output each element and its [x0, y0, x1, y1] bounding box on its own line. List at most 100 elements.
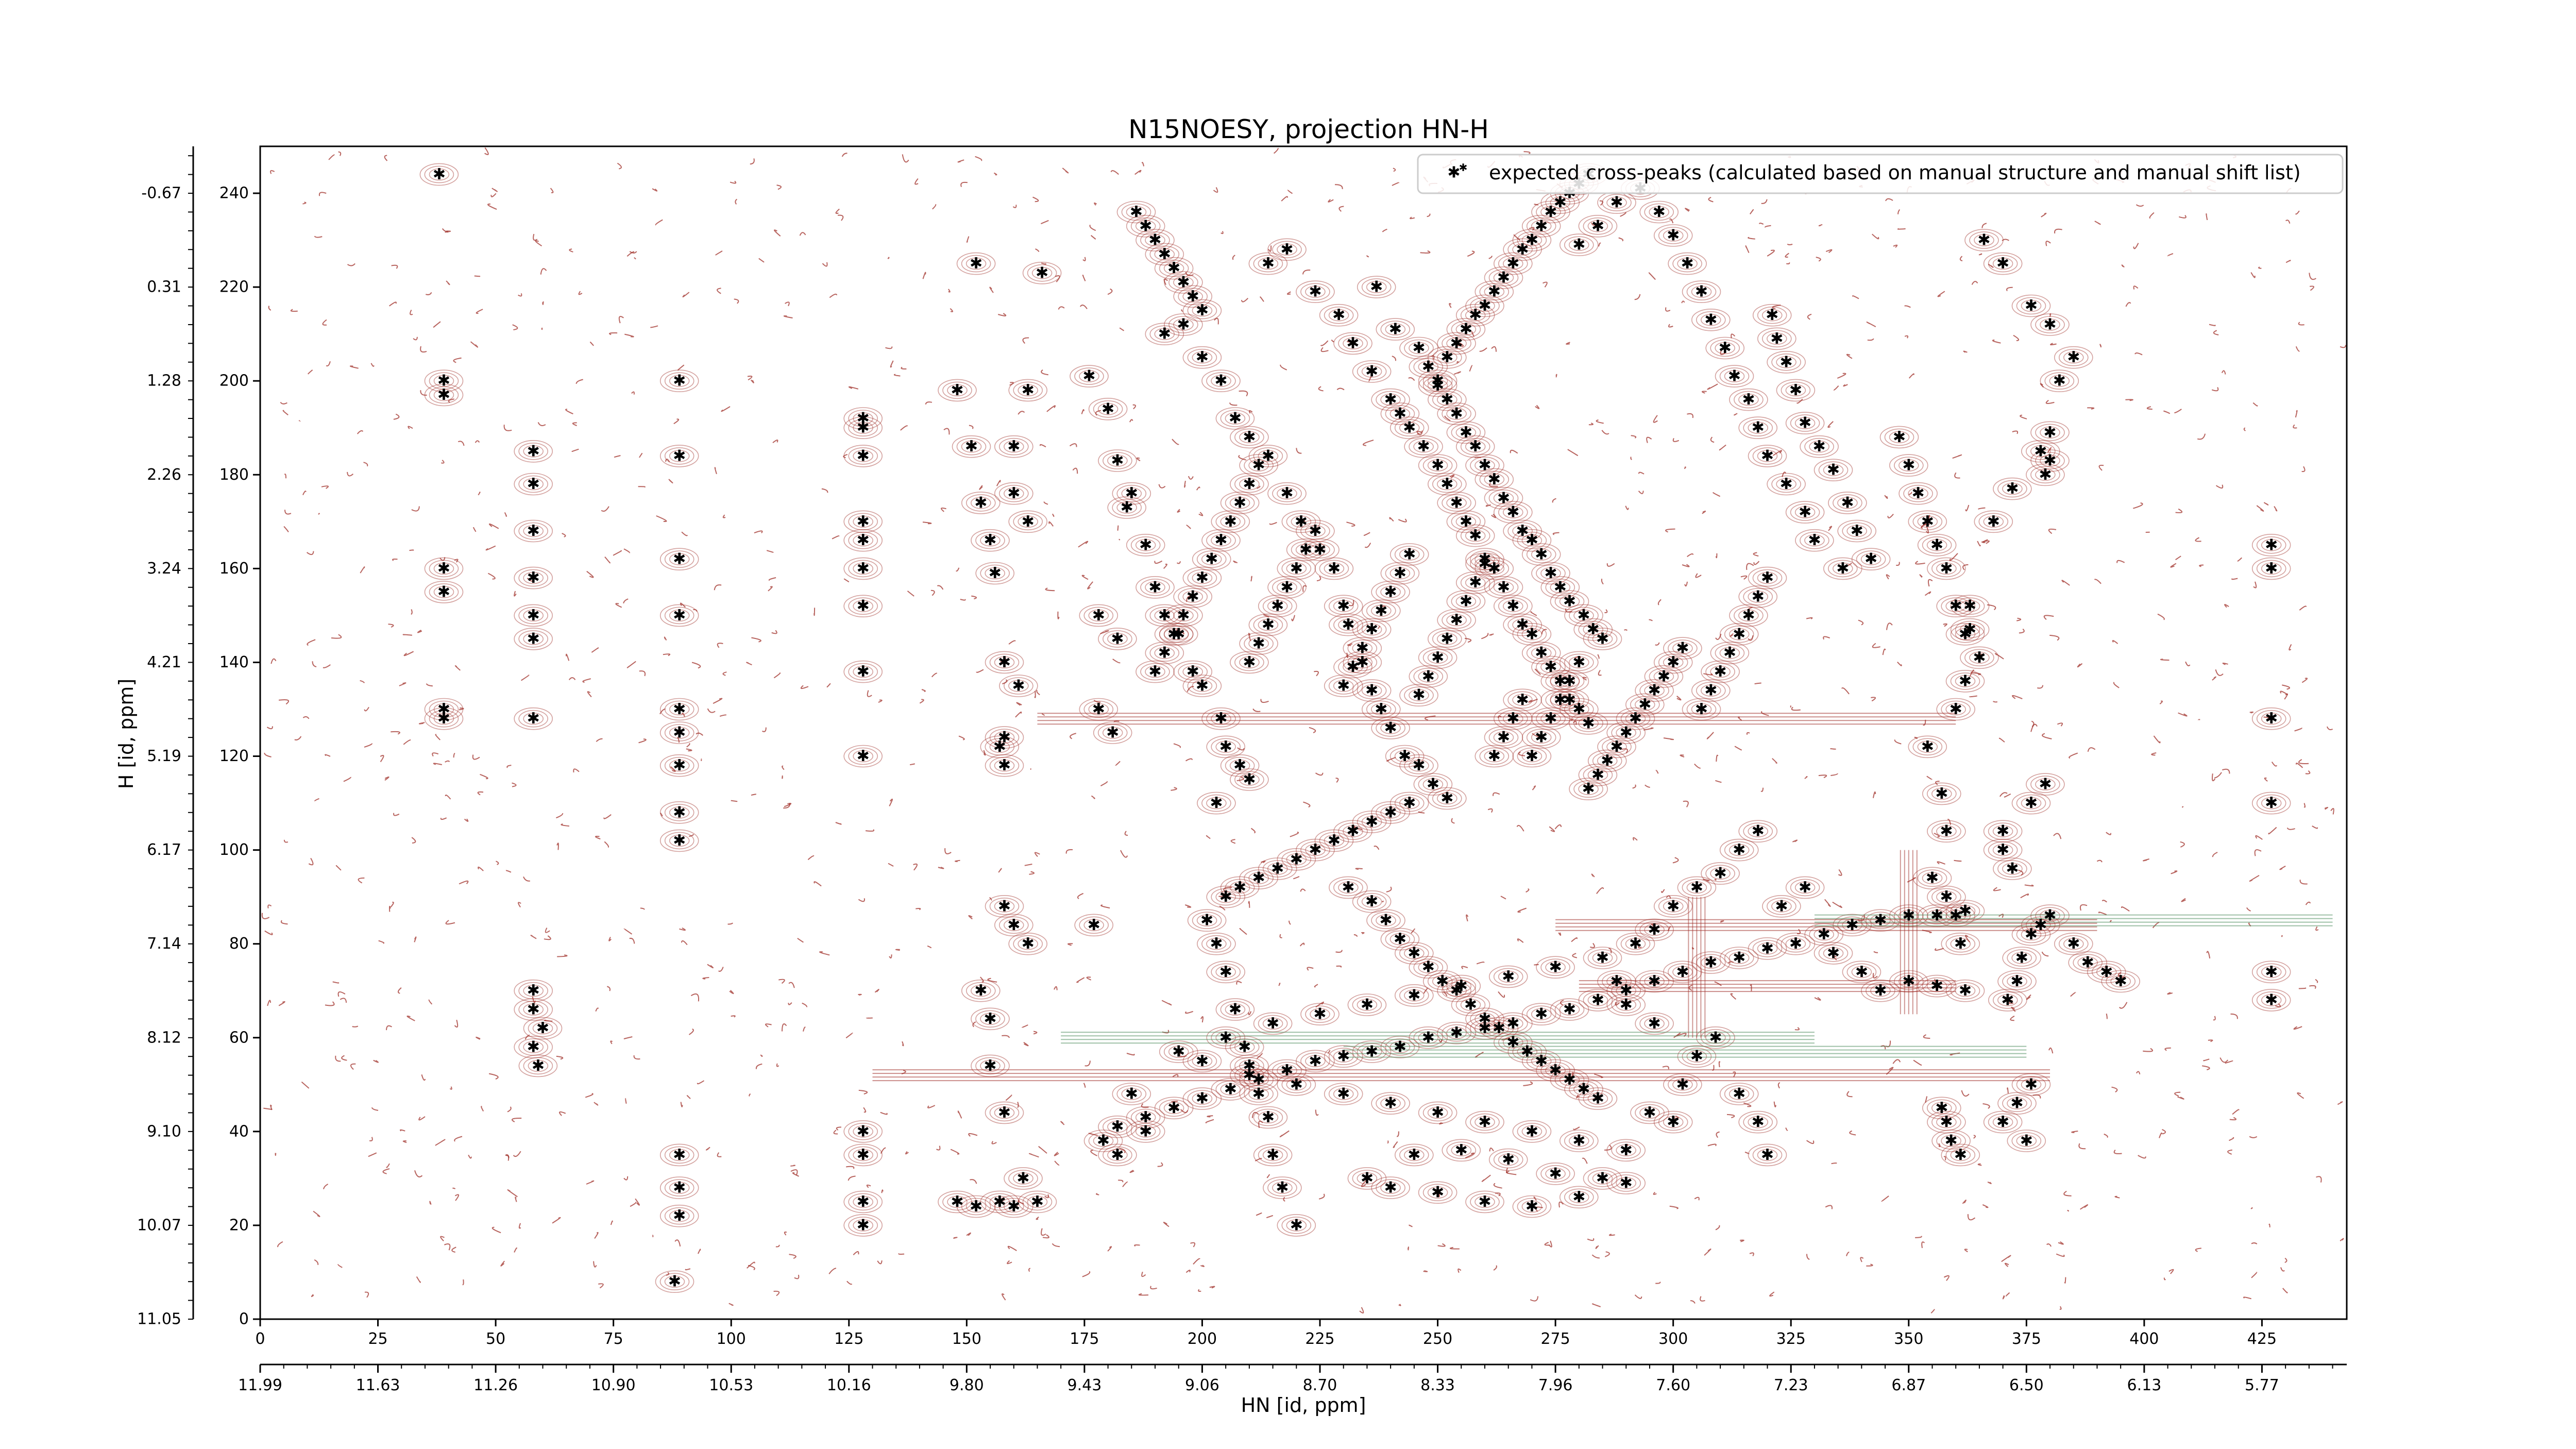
noise-contour [2157, 613, 2165, 620]
peak-contour [1112, 499, 1142, 516]
peak-contour [1239, 773, 1260, 786]
noise-contour [1962, 564, 1969, 570]
peak-contour [1437, 351, 1458, 364]
peak-contour [1578, 214, 1618, 238]
peak-contour [1305, 541, 1335, 559]
y-index-tick-label: 220 [219, 278, 249, 296]
expected-cross-peak: ✱ [1526, 747, 1538, 765]
peak-contour [1856, 550, 1886, 568]
peak-contour [952, 435, 991, 458]
noise-contour [1187, 686, 1194, 693]
expected-cross-peak: ✱ [2053, 372, 2066, 390]
noise-contour [1712, 492, 1721, 497]
noise-contour [421, 1074, 426, 1081]
peak-contour [1361, 816, 1382, 828]
peak-contour [1357, 682, 1387, 699]
noise-contour [270, 170, 275, 174]
noise-contour [426, 292, 432, 295]
noise-contour [969, 425, 974, 429]
peak-contour [1135, 539, 1156, 551]
noise-contour [1065, 849, 1073, 854]
peak-contour [1475, 468, 1514, 491]
peak-contour [1239, 431, 1260, 444]
noise-contour [1665, 307, 1671, 312]
noise-contour [1314, 670, 1319, 677]
expected-cross-peak: ✱ [1526, 231, 1538, 249]
peak-contour [1705, 336, 1744, 360]
noise-contour [318, 192, 327, 196]
peak-contour [1093, 721, 1132, 744]
noise-contour [2185, 661, 2191, 666]
noise-contour [686, 1095, 691, 1099]
y-index-tick-label: 40 [229, 1122, 249, 1140]
noise-contour [853, 1251, 859, 1255]
expected-cross-peak: ✱ [1219, 1029, 1232, 1047]
expected-cross-peak: ✱ [1450, 405, 1463, 423]
noise-contour [307, 369, 313, 375]
peak-contour [1578, 620, 1608, 638]
peak-contour [1182, 591, 1203, 603]
noise-contour [1368, 376, 1372, 382]
expected-cross-peak: ✱ [1177, 316, 1190, 334]
peak-contour [1277, 1214, 1316, 1237]
noise-contour [1587, 1238, 1595, 1241]
expected-cross-peak: ✱ [1733, 1085, 1745, 1103]
peak-contour [975, 562, 1014, 585]
peak-contour [961, 440, 982, 453]
noise-contour [1362, 440, 1374, 446]
peak-contour [1098, 1115, 1137, 1138]
noise-contour [1772, 758, 1777, 764]
noise-contour [515, 1197, 517, 1202]
noise-contour [2153, 735, 2161, 744]
expected-cross-peak: ✱ [2034, 916, 2047, 934]
peak-contour [1554, 672, 1585, 690]
noise-contour [1794, 1027, 1800, 1031]
peak-contour [1550, 688, 1589, 712]
peak-contour [1908, 487, 1928, 500]
expected-cross-peak: ✱ [1082, 367, 1095, 385]
noise-contour [1024, 864, 1032, 866]
noise-contour [1039, 444, 1046, 448]
expected-cross-peak: ✱ [1478, 1010, 1491, 1028]
peak-contour [1507, 241, 1537, 259]
peak-contour [1936, 562, 1957, 575]
peak-contour [1206, 531, 1236, 549]
peak-contour [1399, 548, 1420, 561]
noise-contour [1193, 1258, 1200, 1265]
noise-contour [843, 578, 850, 582]
expected-cross-peak: ✱ [1478, 457, 1491, 475]
noise-contour [277, 1241, 283, 1248]
noise-contour [1041, 1228, 1046, 1236]
expected-cross-peak: ✱ [1620, 982, 1633, 1000]
noise-contour [835, 822, 842, 825]
noise-contour [369, 1137, 373, 1141]
noise-contour [1386, 756, 1396, 762]
peak-contour [1300, 538, 1340, 561]
peak-contour [1597, 970, 1636, 993]
expected-cross-peak: ✱ [437, 583, 450, 601]
noise-contour [2298, 322, 2304, 326]
noise-contour [2102, 900, 2107, 903]
noise-contour [341, 1055, 347, 1061]
noise-contour [1638, 491, 1644, 494]
noise-contour [556, 1055, 564, 1060]
noise-contour [1328, 1050, 1331, 1054]
expected-cross-peak: ✱ [1752, 822, 1765, 840]
expected-cross-peak: ✱ [1422, 358, 1435, 376]
noise-contour [2249, 711, 2254, 714]
noise-contour [626, 251, 635, 257]
expected-cross-peak: ✱ [857, 447, 870, 465]
expected-cross-peak: ✱ [1328, 560, 1341, 578]
peak-contour [1536, 1162, 1575, 1185]
noise-contour [902, 154, 909, 163]
peak-contour [1658, 653, 1688, 671]
peak-contour [1550, 998, 1589, 1021]
noise-contour [2007, 1087, 2009, 1093]
peak-contour [1861, 979, 1900, 1002]
noise-contour [960, 181, 968, 188]
noise-contour [1685, 208, 1690, 212]
expected-cross-peak: ✱ [1648, 682, 1661, 700]
peak-contour [1371, 1176, 1410, 1199]
noise-contour [357, 430, 364, 434]
noise-contour [302, 201, 307, 205]
